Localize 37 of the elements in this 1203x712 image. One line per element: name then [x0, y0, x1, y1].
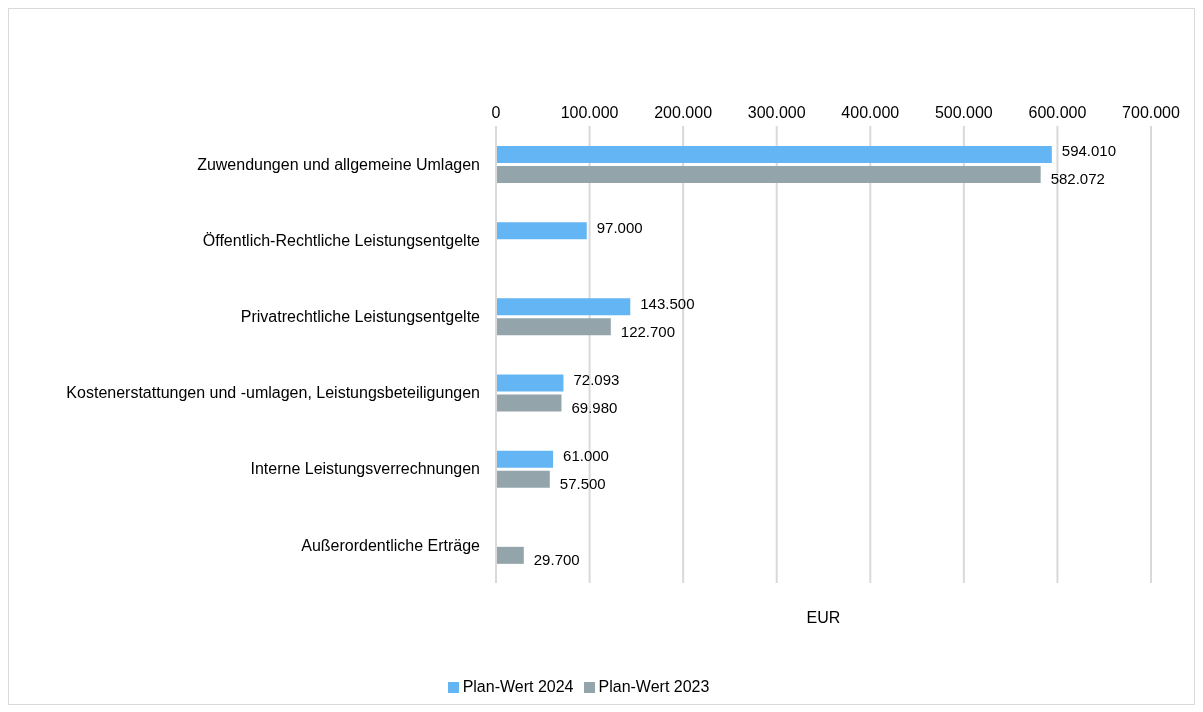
x-axis-title: EUR	[805, 609, 842, 627]
x-tick-label: 600.000	[1028, 104, 1087, 121]
data-label: 69.980	[571, 398, 618, 416]
y-tick-label: Öffentlich-Rechtliche Leistungsentgelte	[202, 231, 481, 249]
bar	[496, 318, 611, 336]
y-tick-label: Interne Leistungsverrechnungen	[250, 460, 480, 478]
legend-label: Plan-Wert 2023	[598, 678, 710, 695]
legend-label: Plan-Wert 2024	[462, 678, 574, 695]
y-tick-label: Zuwendungen und allgemeine Umlagen	[197, 155, 480, 173]
bar	[496, 166, 1041, 183]
data-label: 582.072	[1050, 170, 1105, 188]
bar	[496, 222, 587, 240]
data-label: 97.000	[596, 218, 643, 236]
bar	[496, 546, 524, 564]
y-tick-label: Außerordentliche Erträge	[301, 536, 481, 554]
bar	[496, 298, 631, 316]
x-tick-label: 400.000	[841, 104, 900, 121]
data-label: 122.700	[620, 322, 676, 340]
x-tick-label: 500.000	[934, 104, 993, 121]
y-tick-label: Kostenerstattungen und -umlagen, Leistungsbeteiligungen	[66, 384, 480, 402]
x-tick-label: 0	[491, 104, 501, 121]
data-label: 594.010	[1061, 142, 1117, 160]
data-label: 72.093	[573, 370, 620, 388]
bar	[496, 394, 562, 412]
bar	[496, 470, 550, 488]
x-tick-label: 200.000	[654, 104, 713, 121]
x-tick-label: 100.000	[560, 104, 619, 121]
x-tick-label: 700.000	[1122, 104, 1181, 121]
bar	[496, 450, 554, 468]
data-label: 143.500	[640, 294, 695, 312]
data-label: 29.700	[533, 551, 580, 569]
x-tick-label: 300.000	[747, 104, 806, 121]
data-label: 57.500	[559, 475, 606, 493]
bar	[496, 374, 564, 392]
y-tick-label: Privatrechtliche Leistungsentgelte	[240, 308, 481, 326]
data-label: 61.000	[563, 447, 609, 465]
bar	[496, 146, 1052, 163]
